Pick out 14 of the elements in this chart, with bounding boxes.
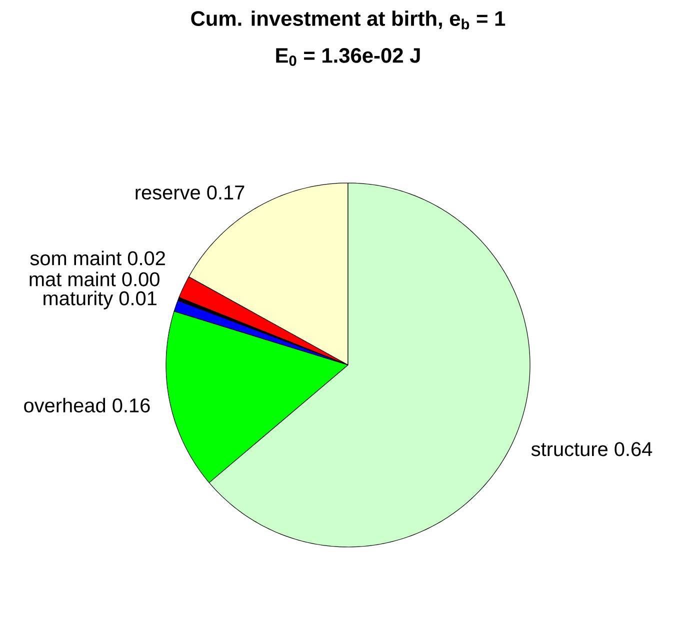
slice-label: maturity (44, 290, 114, 310)
data-label: 0.64 (614, 442, 652, 456)
slice-label: som maint (30, 250, 122, 266)
slice-label: reserve (136, 188, 200, 200)
data-label: 0.17 (207, 185, 244, 200)
slice-label: overhead (24, 398, 106, 412)
chart-title: Cum. investment at birth, e$_{b}$ = 1 (191, 10, 506, 30)
data-label: 0.02 (128, 251, 165, 266)
slice-label: structure (531, 443, 608, 456)
slice-label: mat maint (30, 272, 116, 286)
data-label: 0.16 (112, 398, 150, 412)
chart-subtitle: E$_{0}$ = 1.36e-02 J (276, 48, 420, 66)
data-label: 0.01 (119, 291, 156, 306)
data-label: 0.00 (122, 272, 160, 286)
